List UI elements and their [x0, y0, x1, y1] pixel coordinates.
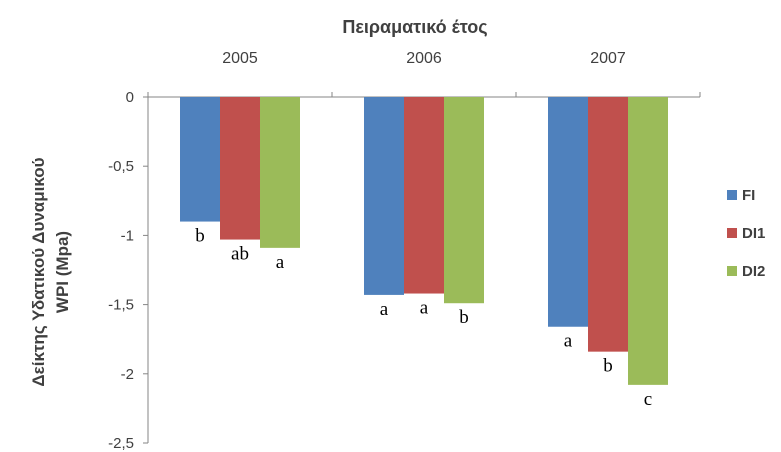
- y-tick-label: -2,5: [108, 435, 134, 452]
- legend-swatch: [727, 190, 737, 200]
- data-label: a: [420, 298, 429, 319]
- legend-entry: DI1: [742, 225, 765, 242]
- data-label: a: [380, 299, 389, 320]
- x-category-label: 2007: [590, 50, 626, 67]
- legend-entry: FI: [742, 187, 755, 204]
- bar: [260, 97, 300, 248]
- bar: [628, 97, 668, 385]
- y-tick-label: 0: [126, 89, 134, 106]
- y-tick-label: -1: [121, 227, 134, 244]
- data-label: c: [644, 389, 652, 410]
- bar: [220, 97, 260, 240]
- bar: [364, 97, 404, 295]
- y-axis-title-line2: WPI (Mpa): [53, 231, 72, 313]
- y-tick-label: -0,5: [108, 158, 134, 175]
- legend-swatch: [727, 228, 737, 238]
- x-axis-title: Πειραματικό έτος: [342, 17, 487, 37]
- data-label: b: [459, 307, 469, 328]
- bar: [588, 97, 628, 352]
- data-label: a: [564, 331, 573, 352]
- bar: [444, 97, 484, 304]
- y-tick-label: -1,5: [108, 297, 134, 314]
- data-label: b: [195, 226, 205, 247]
- x-category-label: 2005: [222, 50, 258, 67]
- data-label: ab: [231, 244, 249, 265]
- bar: [404, 97, 444, 294]
- x-category-label: 2006: [406, 50, 442, 67]
- y-axis-title-line1: Δείκτης Υδατικού Δυναμικού: [29, 157, 48, 386]
- legend: FI DI1 DI2: [727, 187, 765, 280]
- bar: [180, 97, 220, 222]
- y-tick-label: -2: [121, 366, 134, 383]
- y-axis-title: Δείκτης Υδατικού Δυναμικού WPI (Mpa): [29, 157, 72, 386]
- bar: [548, 97, 588, 327]
- legend-entry: DI2: [742, 263, 765, 280]
- data-label: a: [276, 252, 285, 273]
- data-label: b: [603, 356, 613, 377]
- legend-swatch: [727, 266, 737, 276]
